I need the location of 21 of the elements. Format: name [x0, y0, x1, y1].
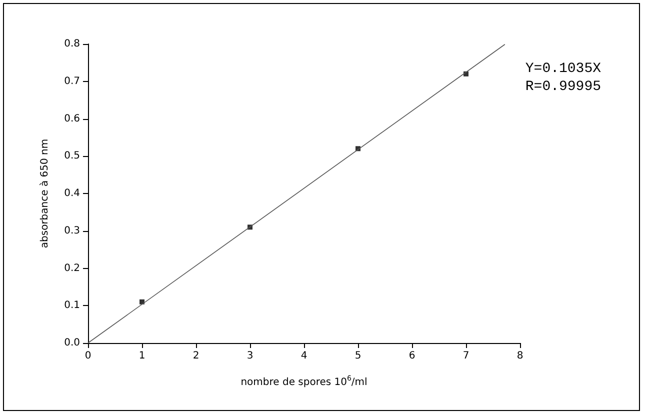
x-tick-label: 7: [462, 350, 470, 362]
x-tick-label: 5: [354, 350, 362, 362]
y-tick-label: 0.0: [64, 338, 80, 348]
x-tick-label: 8: [516, 350, 524, 362]
x-tick-label: 3: [246, 350, 254, 362]
y-tick-label: 0.3: [64, 225, 80, 236]
y-tick-label: 0.4: [64, 188, 80, 199]
text: R=0.99995: [525, 79, 602, 95]
y-tick-label: 0.1: [64, 300, 80, 312]
y-tick-label: 0.2: [64, 262, 80, 274]
x-tick-label: 2: [192, 350, 200, 362]
y-tick-label: 0.8: [64, 38, 80, 50]
y-tick-label: 0.7: [64, 76, 80, 87]
text: Y=0.1035X: [525, 61, 602, 77]
y-tick-label: 0.5: [64, 150, 80, 162]
x-tick-label: 6: [408, 350, 416, 362]
x-tick-label: 0: [84, 350, 92, 362]
x-tick-label: 4: [300, 350, 308, 362]
y-axis-title: absorbance à 650 nm: [40, 138, 50, 248]
x-tick-label: 1: [138, 350, 146, 362]
y-tick-label: 0.6: [64, 113, 80, 124]
